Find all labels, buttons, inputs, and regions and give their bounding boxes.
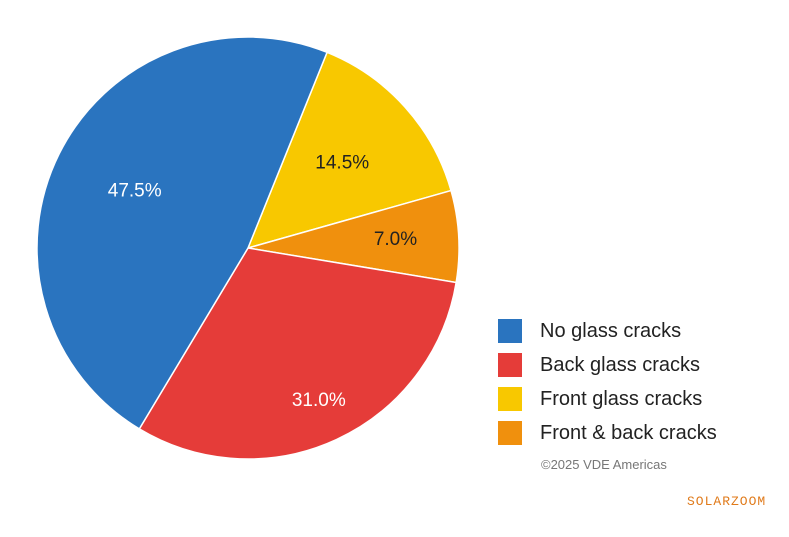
legend-item-back-glass-cracks: Back glass cracks [498, 348, 717, 382]
slice-value-label: 7.0% [374, 229, 417, 250]
legend-swatch [498, 421, 522, 445]
legend-item-no-glass-cracks: No glass cracks [498, 314, 717, 348]
legend-label: Front & back cracks [540, 421, 717, 444]
copyright-note: ©2025 VDE Americas [541, 457, 667, 472]
slice-value-label: 14.5% [315, 152, 369, 173]
pie-slice [246, 51, 452, 250]
pie-slice [36, 36, 329, 430]
legend-swatch [498, 353, 522, 377]
slice-value-label: 31.0% [292, 390, 346, 411]
legend-swatch [498, 319, 522, 343]
watermark: SOLARZOOM [687, 494, 767, 509]
legend-swatch [498, 387, 522, 411]
legend-label: No glass cracks [540, 319, 682, 342]
legend-item-front-back-cracks: Front & back cracks [498, 416, 717, 450]
legend-label: Front glass cracks [540, 387, 703, 410]
legend: No glass cracks Back glass cracks Front … [498, 314, 717, 450]
pie-slice [138, 247, 458, 460]
slice-value-label: 47.5% [108, 181, 162, 202]
legend-label: Back glass cracks [540, 353, 701, 376]
legend-item-front-glass-cracks: Front glass cracks [498, 382, 717, 416]
